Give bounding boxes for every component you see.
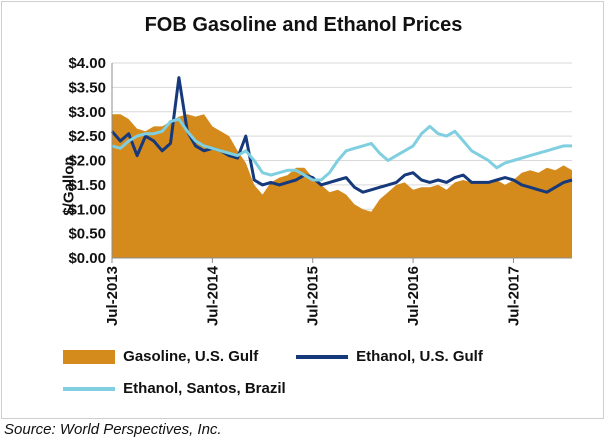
y-tick-labels: $0.00 $0.50 $1.00 $1.50 $2.00 $2.50 $3.00 $3.50… bbox=[68, 55, 106, 267]
y-tick-label: $0.50 bbox=[68, 226, 106, 243]
legend-item-ethanol-brazil: Ethanol, Santos, Brazil bbox=[63, 380, 286, 397]
y-tick-label: $1.00 bbox=[68, 201, 106, 218]
x-tick-label: Jul-2014 bbox=[204, 265, 221, 326]
legend-item-gasoline: Gasoline, U.S. Gulf bbox=[63, 348, 258, 365]
x-tick-labels: Jul-2013 Jul-2014 Jul-2015 Jul-2016 Jul-2017 bbox=[104, 265, 522, 326]
legend-swatch-ethanol-brazil bbox=[63, 387, 115, 392]
y-tick-label: $3.50 bbox=[68, 79, 106, 96]
y-tick-label: $0.00 bbox=[68, 250, 106, 267]
legend-item-ethanol-us-gulf: Ethanol, U.S. Gulf bbox=[296, 348, 483, 365]
axes bbox=[111, 63, 572, 263]
y-tick-label: $4.00 bbox=[68, 55, 106, 72]
y-tick-label: $2.50 bbox=[68, 128, 106, 145]
legend-swatch-ethanol-us-gulf bbox=[296, 355, 348, 360]
legend-label-ethanol-us-gulf: Ethanol, U.S. Gulf bbox=[356, 348, 483, 365]
y-tick-label: $1.50 bbox=[68, 177, 106, 194]
legend-label-ethanol-brazil: Ethanol, Santos, Brazil bbox=[123, 380, 286, 397]
series-line-ethanol-brazil bbox=[111, 117, 572, 182]
series-area-gasoline bbox=[112, 114, 572, 258]
chart-plot: $0.00 $0.50 $1.00 $1.50 $2.00 $2.50 $3.00 $3.50… bbox=[68, 55, 573, 326]
legend-label-gasoline: Gasoline, U.S. Gulf bbox=[123, 348, 259, 365]
x-tick-label: Jul-2013 bbox=[104, 266, 121, 326]
legend-swatch-gasoline bbox=[63, 350, 115, 365]
x-tick-label: Jul-2015 bbox=[305, 266, 322, 326]
x-tick-label: Jul-2017 bbox=[505, 266, 522, 326]
y-tick-label: $2.00 bbox=[68, 153, 106, 170]
x-tick-label: Jul-2016 bbox=[405, 266, 422, 326]
series-layer bbox=[110, 76, 573, 258]
chart-title: FOB Gasoline and Ethanol Prices bbox=[144, 14, 463, 36]
y-tick-label: $3.00 bbox=[68, 104, 106, 121]
source-note: Source: World Perspectives, Inc. bbox=[4, 421, 222, 438]
